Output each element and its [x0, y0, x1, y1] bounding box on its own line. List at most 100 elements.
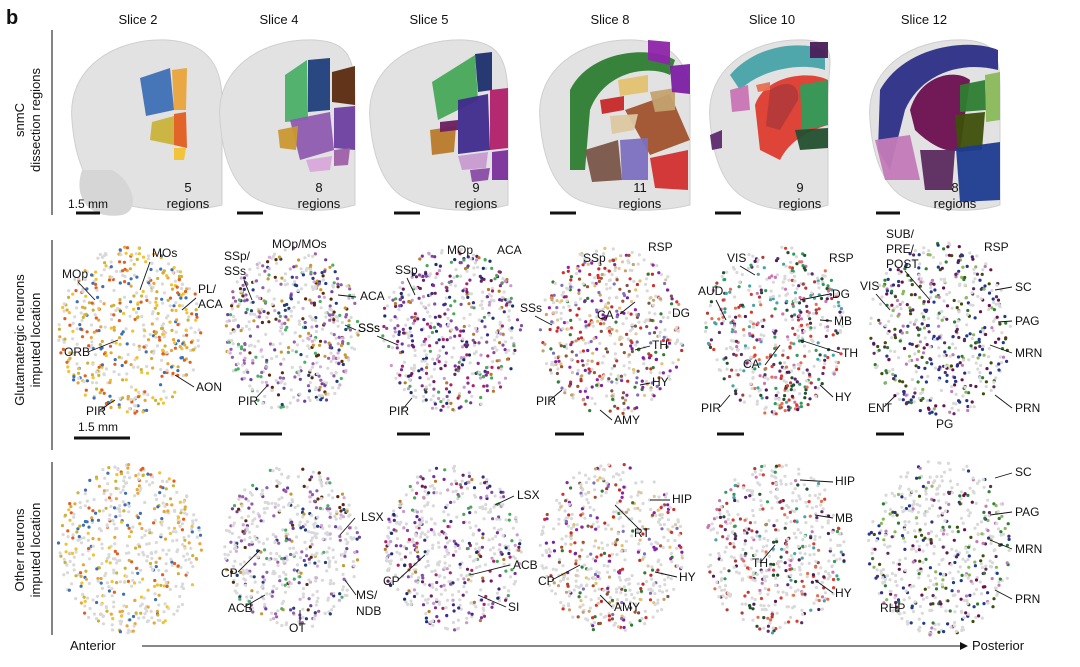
cell-dot: [180, 528, 184, 532]
cell-dot: [908, 252, 912, 256]
cell-dot: [421, 399, 425, 403]
cell-dot: [630, 347, 634, 351]
cell-dot: [621, 411, 625, 415]
cell-dot: [638, 279, 642, 283]
slice-title: Slice 8: [590, 12, 629, 27]
cell-dot: [336, 495, 340, 499]
cell-dot: [512, 351, 516, 356]
cell-dot: [667, 374, 671, 378]
cell-dot: [342, 496, 346, 500]
cell-dot: [295, 343, 299, 347]
cell-dot: [318, 343, 322, 347]
cell-dot: [124, 605, 129, 609]
cell-dot: [194, 318, 198, 322]
cell-dot: [325, 531, 329, 535]
cell-dot: [468, 361, 472, 365]
cell-dot: [149, 609, 153, 614]
cell-dot: [635, 340, 639, 344]
cell-dot: [507, 348, 511, 352]
cell-dot: [139, 486, 143, 490]
cell-dot: [938, 365, 942, 369]
cell-dot: [772, 409, 777, 414]
cell-dot: [283, 556, 287, 561]
cell-dot: [57, 327, 62, 331]
cell-dot: [171, 539, 175, 543]
cell-dot: [459, 247, 463, 252]
cell-dot: [78, 524, 82, 528]
cell-dot: [382, 324, 386, 329]
cell-dot: [148, 561, 153, 566]
cell-dot: [230, 507, 234, 511]
cell-dot: [145, 559, 149, 563]
cell-dot: [65, 563, 69, 567]
cell-dot: [764, 289, 768, 293]
cell-dot: [455, 327, 459, 331]
cell-dot: [112, 522, 116, 526]
cell-dot: [560, 549, 564, 553]
cell-dot: [557, 508, 561, 512]
cell-dot: [578, 554, 582, 558]
cell-dot: [178, 304, 182, 308]
cell-dot: [497, 548, 501, 552]
cell-dot: [163, 537, 168, 541]
cell-dot: [290, 365, 294, 370]
cell-dot: [195, 315, 199, 319]
cell-dot: [290, 275, 294, 279]
cell-dot: [396, 339, 400, 343]
cell-dot: [117, 487, 121, 491]
cell-dot: [151, 481, 155, 485]
cell-dot: [420, 516, 424, 520]
cell-dot: [599, 383, 604, 388]
cell-dot: [159, 267, 163, 271]
cell-dot: [102, 373, 106, 377]
cell-dot: [313, 338, 317, 342]
cell-dot: [82, 299, 86, 303]
cell-dot: [92, 498, 96, 502]
cell-dot: [59, 351, 63, 355]
cell-dot: [948, 290, 952, 295]
cell-dot: [638, 558, 642, 563]
cell-dot: [347, 503, 351, 507]
cell-dot: [471, 338, 475, 342]
cell-dot: [283, 382, 287, 386]
cell-dot: [261, 583, 265, 587]
cell-dot: [838, 310, 842, 314]
cell-dot: [63, 560, 67, 565]
cell-dot: [334, 371, 338, 375]
cell-dot: [574, 579, 578, 583]
cell-dot: [966, 308, 970, 313]
cell-dot: [589, 339, 593, 344]
cell-dot: [982, 353, 986, 357]
cell-dot: [835, 367, 839, 372]
cell-dot: [408, 384, 412, 388]
cell-dot: [668, 310, 672, 315]
cell-dot: [96, 518, 101, 522]
cell-dot: [796, 362, 800, 367]
cell-dot: [768, 295, 773, 299]
cell-dot: [305, 520, 309, 524]
cell-dot: [415, 510, 419, 514]
cell-dot: [974, 384, 978, 389]
cell-dot: [449, 260, 453, 264]
cell-dot: [766, 377, 770, 381]
cell-dot: [599, 329, 603, 333]
cell-dot: [564, 354, 568, 358]
cell-dot: [272, 514, 276, 518]
cell-dot: [605, 350, 610, 354]
cell-dot: [140, 314, 144, 319]
cell-dot: [129, 258, 133, 262]
cell-dot: [580, 359, 584, 363]
cell-dot: [109, 405, 113, 410]
cell-dot: [636, 262, 640, 266]
cell-dot: [407, 377, 412, 382]
cell-dot: [778, 369, 782, 373]
cell-dot: [312, 523, 316, 527]
cell-dot: [501, 277, 505, 281]
dissection-region: [810, 42, 828, 58]
cell-dot: [126, 471, 130, 475]
cell-dot: [878, 283, 882, 287]
cell-dot: [451, 593, 455, 597]
cell-dot: [934, 295, 939, 299]
cell-dot: [812, 364, 816, 368]
cell-dot: [834, 360, 838, 364]
